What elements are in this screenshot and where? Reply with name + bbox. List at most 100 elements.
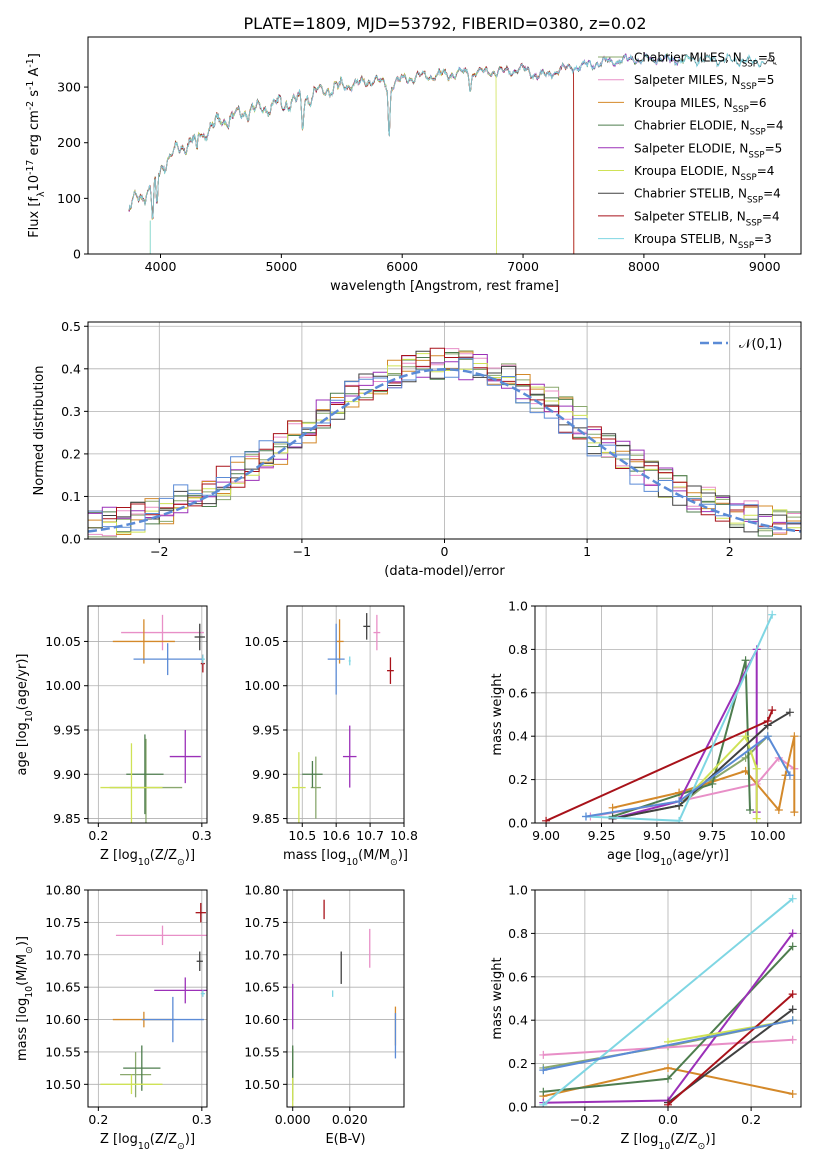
x-tick-label: 2 (726, 544, 734, 559)
x-tick-label: 0.2 (88, 1112, 108, 1127)
y-tick-label: 10.60 (45, 1012, 81, 1027)
y-tick-label: 10.05 (45, 634, 81, 649)
y-tick-label: 9.90 (53, 767, 81, 782)
x-tick-label: 0.3 (192, 1112, 212, 1127)
x-tick-label: 1 (583, 544, 591, 559)
x-tick-label: 10.7 (356, 828, 384, 843)
y-tick-label: 100 (57, 191, 81, 206)
mass-weight-marker (788, 1016, 797, 1025)
errorbar-point (335, 619, 344, 664)
mass-weight-marker (608, 803, 617, 812)
errorbar-point (292, 752, 306, 823)
mass-weight-marker (581, 812, 590, 821)
errorbar-point (154, 977, 207, 1004)
mass-weight-line (612, 648, 758, 820)
errorbar-point (387, 657, 394, 684)
mass-weight-marker (788, 894, 797, 903)
x-axis-label: (data-model)/error (384, 564, 505, 579)
mass-weight-marker (539, 1050, 548, 1059)
y-tick-label: 0.3 (61, 404, 81, 419)
y-tick-label: 200 (57, 135, 81, 150)
legend-label: Kroupa ELODIE, NSSP​=4 (634, 164, 774, 183)
x-tick-label: −1 (293, 544, 311, 559)
mass-weight-marker (788, 1089, 797, 1098)
mass-weight-marker (664, 1074, 672, 1083)
spectrum-plot-area (128, 52, 777, 254)
x-axis-label: wavelength [Angstrom, rest frame] (330, 279, 559, 294)
mass-weight-marker (790, 732, 799, 741)
residuals-plot-area (88, 347, 801, 539)
legend-label: Chabrier ELODIE, NSSP​=4 (634, 119, 783, 138)
y-tick-label: 0.4 (508, 729, 528, 744)
x-tick-label: 5000 (265, 259, 297, 274)
y-tick-label: 0.1 (61, 489, 81, 504)
axes-frame (87, 321, 802, 540)
mass-weight-line (612, 660, 751, 818)
x-tick-label: 10.8 (390, 828, 418, 843)
errorbar-point (112, 619, 175, 664)
y-tick-label: 0.6 (508, 969, 528, 984)
y-tick-label: 10.05 (244, 634, 280, 649)
massweight-vs-Z-plot-area (539, 894, 797, 1107)
x-tick-label: 10.6 (322, 828, 350, 843)
y-tick-label: 10.65 (45, 980, 81, 995)
y-tick-label: 9.90 (252, 767, 280, 782)
residuals-legend: 𝒩(0,1) (700, 337, 782, 352)
errorbar-point (196, 951, 203, 971)
age-vs-mass-plot-area (292, 613, 394, 823)
normal-reference-curve (88, 368, 801, 533)
x-tick-label: 4000 (145, 259, 177, 274)
legend-label: Salpeter MILES, NSSP​=5 (634, 73, 774, 92)
axes-frame (286, 605, 405, 824)
errorbar-point (126, 734, 164, 815)
x-tick-label: 10.5 (288, 828, 316, 843)
errorbar-point (342, 725, 357, 788)
y-tick-label: 10.60 (244, 1012, 280, 1027)
mass-weight-marker (788, 1035, 797, 1044)
mass-vs-EBV-plot-area (292, 899, 397, 1107)
y-tick-label: 0 (73, 247, 81, 262)
spectrum-model-line (128, 63, 575, 254)
x-tick-label: −0.2 (570, 1112, 600, 1127)
x-tick-label: 9000 (749, 259, 781, 274)
mass-weight-marker (708, 779, 717, 788)
y-tick-label: 1.0 (508, 599, 528, 614)
y-tick-label: 10.65 (244, 980, 280, 995)
spectrum-model-line (128, 52, 765, 219)
mass-weight-marker (752, 764, 761, 773)
y-axis-label: mass weight (490, 673, 505, 755)
axes-frame (534, 889, 802, 1108)
x-tick-label: 0 (441, 544, 449, 559)
x-tick-label: 7000 (507, 259, 539, 274)
y-tick-label: 10.70 (244, 947, 280, 962)
mass-weight-line (542, 897, 794, 1106)
mass-weight-line (612, 711, 791, 820)
legend-label: Chabrier MILES, NSSP​=5 (634, 51, 776, 70)
x-tick-label: 6000 (386, 259, 418, 274)
x-axis-label: Z [log10​(Z/Z⊙​)] (100, 1132, 195, 1152)
y-tick-label: 0.0 (508, 816, 528, 831)
mass-weight-marker (741, 732, 750, 741)
axes-frame (286, 889, 405, 1108)
mass-weight-line (612, 735, 796, 813)
axes-frame (534, 605, 802, 824)
errorbar-point (327, 623, 345, 695)
errorbar-point (121, 614, 204, 651)
y-tick-label: 0.0 (61, 532, 81, 547)
legend-label: Salpeter STELIB, NSSP​=4 (634, 209, 780, 228)
residual-histogram (88, 347, 801, 539)
mass-vs-Z-panel: 0.2 0.3 10.50 10.55 10.60 10.65 10.70 10.75 10.8… (15, 883, 212, 1152)
massweight-vs-age-plot-area (542, 610, 799, 823)
mass-weight-marker (768, 706, 777, 715)
axes-frame (87, 36, 802, 255)
mass-weight-marker (774, 805, 783, 814)
errorbar-point (100, 743, 163, 823)
mass-weight-line (678, 734, 758, 819)
mass-weight-marker (752, 814, 761, 823)
y-tick-label: 9.95 (252, 723, 280, 738)
spectrum-legend: Chabrier MILES, NSSP​=5 Salpeter MILES, N… (598, 51, 783, 251)
x-tick-label: 9.75 (698, 828, 726, 843)
x-tick-label: 0.3 (192, 828, 212, 843)
errorbar-point (348, 656, 351, 666)
